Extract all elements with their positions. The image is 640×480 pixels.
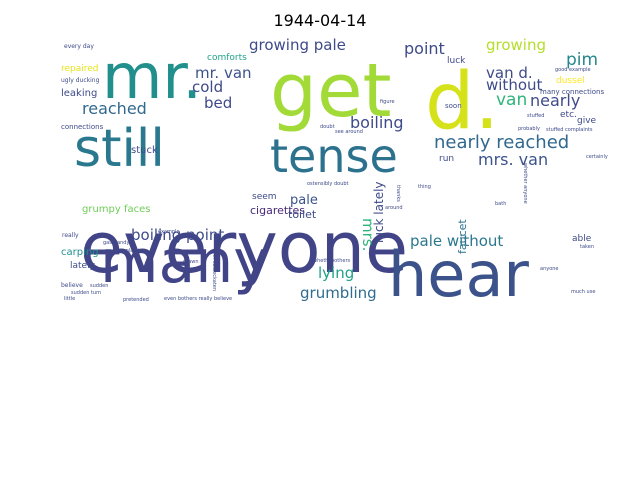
word-64: probably: [518, 126, 540, 132]
word-61: much use: [571, 289, 595, 295]
word-32: seem: [252, 192, 277, 202]
word-78: taken: [580, 244, 594, 250]
word-53: example: [158, 229, 180, 235]
word-42: give: [577, 116, 597, 126]
word-17: cold: [192, 78, 223, 96]
word-81: bath: [495, 201, 506, 207]
word-40: run: [439, 154, 454, 164]
word-51: ugly ducking: [61, 77, 100, 84]
word-62: bothers: [331, 258, 350, 264]
word-54: good example: [555, 67, 591, 73]
word-7: tense: [270, 129, 398, 183]
word-63: even bothers really believe: [164, 296, 232, 302]
word-5: d.: [425, 57, 499, 147]
word-39: faucet: [456, 219, 469, 254]
word-69: thanks: [395, 185, 401, 202]
word-79: around: [385, 205, 403, 211]
word-14: pim: [566, 50, 598, 70]
word-66: gasbrandy: [103, 240, 129, 246]
word-59: really: [62, 232, 79, 239]
word-76: thing: [418, 184, 431, 190]
word-65: doubt: [320, 124, 335, 130]
word-30: cigarettes: [250, 204, 305, 217]
word-60: sudden: [90, 283, 108, 289]
word-36: lately: [70, 261, 96, 271]
word-19: reached: [82, 99, 147, 118]
word-22: nearly: [530, 91, 580, 110]
word-21: van: [496, 90, 527, 110]
word-44: luck: [447, 56, 466, 66]
word-3: mr.: [102, 40, 202, 113]
word-80: pretended: [123, 297, 149, 303]
word-4: get: [270, 48, 392, 134]
word-12: point: [404, 39, 445, 58]
word-15: mr. van: [195, 64, 252, 82]
word-70: drawn: [183, 259, 199, 265]
word-56: stuffed complaints: [546, 127, 593, 133]
word-75: mr. kulbeckaten: [211, 251, 217, 291]
word-1: many: [100, 227, 269, 297]
word-25: lying: [318, 264, 354, 282]
word-50: every day: [64, 43, 94, 50]
word-31: toilet: [288, 208, 317, 221]
chart-title: 1944-04-14: [273, 11, 367, 30]
word-cloud-background: [60, 37, 600, 303]
word-49: many connections: [540, 88, 604, 96]
word-41: etc.: [560, 110, 577, 120]
word-20: boiling: [350, 113, 404, 132]
word-43: able: [572, 234, 592, 244]
word-55: stuffed: [527, 113, 544, 119]
word-38: grumpy faces: [82, 204, 151, 215]
word-2: hear: [388, 238, 529, 311]
word-74: complaints: [115, 248, 143, 254]
word-29: pale: [290, 193, 318, 208]
word-26: grumbling: [300, 284, 377, 302]
word-52: believe: [61, 282, 83, 289]
word-57: certainly: [586, 154, 608, 160]
word-0: everyone: [80, 207, 408, 289]
word-71: little: [64, 296, 75, 302]
word-11: growing pale: [249, 36, 346, 54]
word-24: boiling point: [131, 226, 224, 244]
word-45: soon: [445, 102, 462, 110]
word-58: whether anyone: [522, 163, 528, 204]
word-18: bed: [204, 94, 232, 112]
word-13: growing: [486, 36, 546, 54]
word-73: whether: [313, 258, 335, 264]
word-9: mrs. van: [478, 150, 548, 169]
word-82: sudden turn: [71, 290, 101, 296]
word-6: still: [74, 119, 165, 179]
word-46: dussel: [556, 76, 585, 86]
word-23: without: [486, 76, 543, 94]
word-10: pale without: [410, 232, 503, 250]
word-35: carping: [61, 247, 99, 258]
word-68: see around: [335, 129, 363, 135]
word-34: leaking: [61, 88, 97, 99]
word-27: mrs.: [359, 218, 377, 251]
word-72: ostensibly doubt: [307, 181, 349, 187]
word-37: stuck: [131, 145, 158, 156]
word-47: repaired: [61, 64, 99, 74]
word-67: figure: [380, 99, 395, 105]
word-77: anyone: [540, 266, 559, 272]
word-8: nearly reached: [434, 132, 569, 153]
word-48: connections: [61, 123, 104, 131]
word-33: comforts: [207, 53, 247, 63]
word-16: van d.: [486, 64, 533, 82]
word-28: luck lately: [372, 181, 386, 243]
